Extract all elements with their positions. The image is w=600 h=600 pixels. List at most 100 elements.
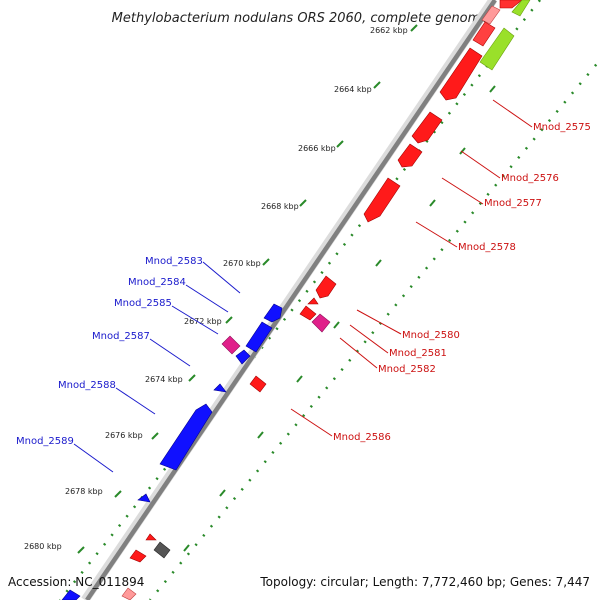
gene-label[interactable]: Mnod_2588 [58, 380, 116, 391]
leader-line [185, 284, 229, 313]
tick-mark [219, 489, 226, 497]
tick-label: 2678 kbp [65, 487, 103, 496]
gene-label[interactable]: Mnod_2582 [378, 364, 436, 375]
gene-arrow-forward[interactable] [481, 5, 501, 25]
tick-label: 2680 kbp [24, 542, 62, 551]
gene-arrow-forward[interactable] [439, 47, 483, 101]
leader-line [441, 177, 484, 205]
tick-mark [489, 85, 496, 93]
inner-scale-track [149, 58, 600, 600]
gene-arrow-forward[interactable] [145, 533, 157, 541]
tick-mark [459, 147, 466, 155]
outer-scale-track [59, 0, 541, 600]
tick-mark [151, 432, 159, 440]
gene-arrow-reverse[interactable] [263, 303, 283, 323]
left-gene-labels: Mnod_2583 Mnod_2584 Mnod_2585 Mnod_2587 … [16, 256, 203, 447]
gene-label[interactable]: Mnod_2586 [333, 432, 391, 443]
leader-line [202, 261, 241, 294]
leader-line [349, 324, 389, 354]
tick-label: 2662 kbp [370, 26, 408, 35]
gene-arrow-reverse[interactable] [213, 383, 227, 393]
right-leaders [290, 99, 533, 437]
gene-arrow-forward[interactable] [397, 143, 423, 168]
gene-label[interactable]: Mnod_2589 [16, 436, 74, 447]
gene-arrow-reverse[interactable] [235, 349, 251, 365]
gene-arrow-forward[interactable] [129, 549, 147, 563]
tick-mark [257, 431, 264, 439]
tick-mark [375, 259, 382, 267]
rna-gene[interactable] [221, 335, 241, 355]
tick-mark [225, 316, 233, 324]
tick-mark [429, 199, 436, 207]
right-gene-labels: Mnod_2575 Mnod_2576 Mnod_2577 Mnod_2578 … [333, 122, 591, 443]
forward-genes [121, 0, 523, 600]
gene-arrow-forward[interactable] [315, 275, 337, 299]
gene-arrow-forward[interactable] [121, 587, 137, 600]
leader-line [339, 337, 378, 369]
tick-mark [410, 24, 418, 32]
gene-arrow-forward[interactable] [472, 21, 496, 47]
gene-label[interactable]: Mnod_2585 [114, 298, 172, 309]
tick-mark [299, 199, 307, 207]
gene-label[interactable]: Mnod_2583 [145, 256, 203, 267]
tick-mark [183, 544, 190, 552]
leader-line [149, 338, 191, 367]
gene-arrow-reverse[interactable] [61, 589, 81, 600]
tick-label: 2670 kbp [223, 259, 261, 268]
gene-arrow-forward[interactable] [307, 297, 319, 305]
leader-line [73, 443, 114, 473]
left-leaders [73, 261, 241, 473]
other-features [479, 0, 531, 71]
rna-genes [221, 313, 331, 355]
gene-arrow-reverse[interactable] [245, 321, 273, 353]
reverse-genes [61, 303, 283, 600]
gene-label[interactable]: Mnod_2587 [92, 331, 150, 342]
gene-label[interactable]: Mnod_2576 [501, 173, 559, 184]
leader-line [115, 387, 156, 415]
genome-summary-text: Topology: circular; Length: 7,772,460 bp… [259, 575, 590, 589]
gene-arrow-forward[interactable] [411, 111, 443, 144]
pseudo-gene[interactable] [153, 541, 171, 559]
leader-line [492, 99, 533, 128]
tick-label: 2668 kbp [261, 202, 299, 211]
gene-arrow-reverse[interactable] [159, 403, 213, 471]
tick-mark [296, 375, 303, 383]
gene-arrow-forward[interactable] [249, 375, 267, 393]
tick-label: 2672 kbp [184, 317, 222, 326]
rna-gene[interactable] [311, 313, 331, 333]
tick-mark [188, 374, 196, 382]
gene-arrow-reverse[interactable] [137, 493, 151, 503]
tick-mark [373, 81, 381, 89]
gene-label[interactable]: Mnod_2575 [533, 122, 591, 133]
gene-label[interactable]: Mnod_2577 [484, 198, 542, 209]
leader-line [171, 305, 219, 335]
leader-line [415, 221, 458, 248]
accession-text: Accession: NC_011894 [8, 575, 144, 589]
gene-arrow-forward[interactable] [499, 0, 523, 9]
tick-label: 2674 kbp [145, 375, 183, 384]
tick-label: 2676 kbp [105, 431, 143, 440]
gene-label[interactable]: Mnod_2580 [402, 330, 460, 341]
gene-label[interactable]: Mnod_2584 [128, 277, 186, 288]
tick-mark [262, 258, 270, 266]
feature-block[interactable] [511, 0, 531, 17]
leader-line [356, 309, 402, 335]
tick-mark [333, 321, 340, 329]
tick-label: 2666 kbp [298, 144, 336, 153]
tick-mark [77, 546, 85, 554]
tick-label: 2664 kbp [334, 85, 372, 94]
genome-backbone [85, 0, 497, 600]
gene-label[interactable]: Mnod_2581 [389, 348, 447, 359]
gene-label[interactable]: Mnod_2578 [458, 242, 516, 253]
gene-arrow-forward[interactable] [363, 177, 401, 223]
tick-marks [77, 24, 496, 554]
leader-line [460, 150, 501, 179]
leader-line [290, 408, 333, 437]
feature-block[interactable] [479, 27, 515, 71]
tick-mark [114, 490, 122, 498]
gene-arrow-forward[interactable] [299, 305, 317, 321]
map-title: Methylobacterium nodulans ORS 2060, comp… [112, 11, 489, 26]
tick-mark [336, 140, 344, 148]
tick-labels: 2662 kbp 2664 kbp 2666 kbp 2668 kbp 2670… [24, 26, 408, 551]
